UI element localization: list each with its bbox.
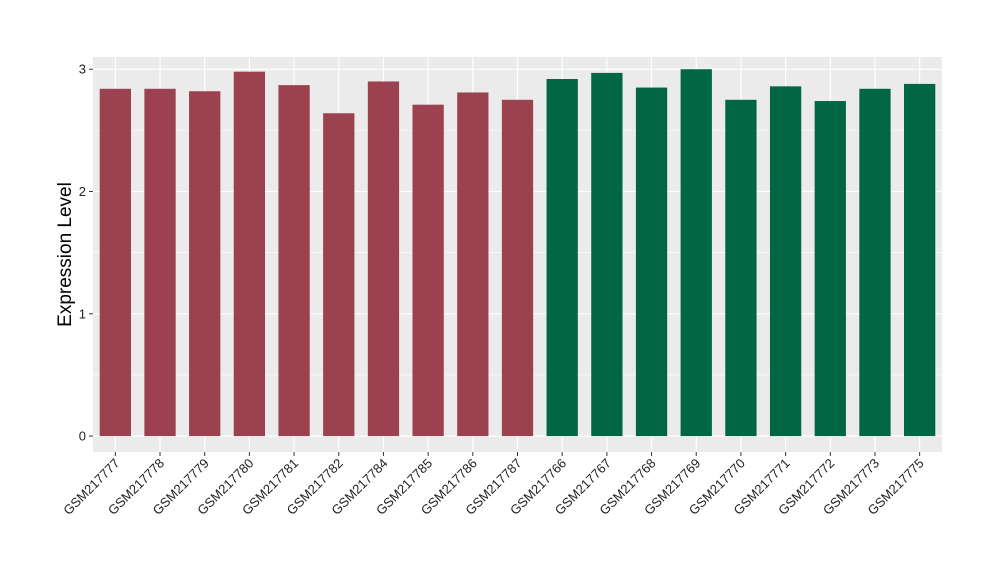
bar-gsm217773 xyxy=(859,88,891,437)
y-tick-label: 0 xyxy=(79,429,86,444)
bar-gsm217772 xyxy=(814,101,846,437)
bar-gsm217770 xyxy=(725,99,757,437)
bar-gsm217771 xyxy=(769,86,802,437)
bar-gsm217782 xyxy=(323,113,355,437)
bar-gsm217785 xyxy=(412,104,444,437)
y-axis: 0 1 2 3 xyxy=(79,62,93,444)
y-tick-label: 1 xyxy=(79,306,86,321)
y-axis-title: Expression Level xyxy=(55,182,76,327)
bar-gsm217781 xyxy=(278,85,310,437)
bar-gsm217787 xyxy=(501,99,534,437)
bar-gsm217767 xyxy=(591,72,623,437)
bar-gsm217784 xyxy=(367,81,400,437)
y-tick-label: 2 xyxy=(79,184,86,199)
bar-gsm217768 xyxy=(635,87,668,437)
bar-gsm217786 xyxy=(457,92,489,437)
bar-gsm217779 xyxy=(189,91,221,437)
bar-gsm217780 xyxy=(233,71,266,437)
bar-gsm217766 xyxy=(546,79,578,437)
bar-gsm217777 xyxy=(99,88,131,437)
bar-gsm217769 xyxy=(680,69,712,437)
bar-gsm217775 xyxy=(904,83,936,437)
bar-gsm217778 xyxy=(144,88,176,437)
y-tick-label: 3 xyxy=(79,62,86,77)
x-axis: GSM217777GSM217778GSM217779GSM217780GSM2… xyxy=(60,452,927,518)
bars xyxy=(99,69,936,437)
